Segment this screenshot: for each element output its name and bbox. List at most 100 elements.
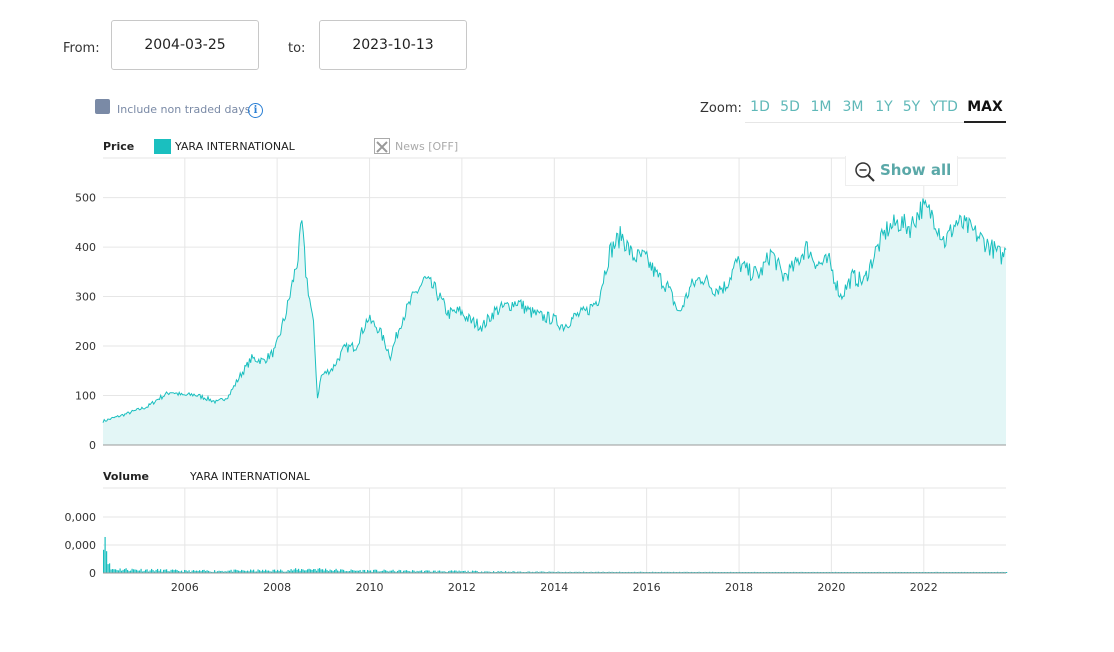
volume-bar xyxy=(142,571,144,573)
volume-bar xyxy=(964,571,966,573)
volume-bar xyxy=(349,571,351,573)
volume-bar xyxy=(148,571,150,573)
volume-bar xyxy=(308,568,310,573)
volume-bar xyxy=(419,570,421,573)
volume-bar xyxy=(406,570,408,573)
volume-bar xyxy=(754,571,756,573)
volume-bar xyxy=(655,571,657,573)
to-label: to: xyxy=(288,41,306,56)
volume-bar xyxy=(109,563,111,573)
volume-bar xyxy=(443,571,445,573)
volume-bar xyxy=(511,571,513,573)
zoom-1m-button[interactable]: 1M xyxy=(805,93,837,123)
volume-bar xyxy=(922,571,924,573)
volume-bar xyxy=(470,571,472,573)
x-tick-label: 2018 xyxy=(725,581,753,594)
volume-bar xyxy=(335,568,337,573)
volume-bar xyxy=(199,570,201,573)
volume-bar xyxy=(124,569,126,573)
volume-bar xyxy=(502,571,504,573)
zoom-max-button[interactable]: MAX xyxy=(964,93,1006,123)
include-non-traded-label[interactable]: Include non traded days xyxy=(117,103,251,116)
volume-bar xyxy=(661,571,663,573)
volume-bar xyxy=(130,570,132,573)
volume-bar xyxy=(107,564,109,573)
volume-bar xyxy=(548,571,550,573)
volume-bar xyxy=(113,569,115,573)
volume-bar xyxy=(151,568,153,573)
volume-bar xyxy=(359,570,361,573)
volume-bar xyxy=(196,570,198,573)
volume-bar xyxy=(752,571,754,573)
volume-bar xyxy=(421,570,423,573)
volume-bar xyxy=(245,571,247,573)
volume-bar xyxy=(668,571,670,573)
volume-bar xyxy=(407,570,409,573)
volume-bar xyxy=(634,571,636,573)
volume-bar xyxy=(452,571,454,573)
from-date-input[interactable]: 2004-03-25 xyxy=(111,20,259,70)
volume-bar xyxy=(394,571,396,573)
to-date-input[interactable]: 2023-10-13 xyxy=(319,20,467,70)
news-toggle-label[interactable]: News [OFF] xyxy=(395,140,459,153)
volume-bar xyxy=(293,569,295,573)
volume-bar xyxy=(709,571,711,573)
volume-bar xyxy=(367,569,369,573)
zoom-5d-button[interactable]: 5D xyxy=(775,93,805,123)
volume-bar xyxy=(178,570,180,573)
volume-bar xyxy=(395,571,397,573)
volume-bar xyxy=(428,570,430,573)
volume-bar xyxy=(487,571,489,573)
volume-bar xyxy=(493,571,495,573)
volume-bar xyxy=(281,570,283,573)
volume-bar xyxy=(322,569,324,573)
volume-bar xyxy=(163,569,165,573)
volume-bar xyxy=(296,569,298,573)
volume-bar xyxy=(268,570,270,573)
volume-bar xyxy=(154,571,156,573)
x-tick-label: 2006 xyxy=(171,581,199,594)
zoom-3m-button[interactable]: 3M xyxy=(837,93,869,123)
volume-bar xyxy=(343,569,345,573)
volume-bar xyxy=(505,571,507,573)
volume-bar xyxy=(512,571,514,573)
show-all-button[interactable]: Show all xyxy=(845,156,958,186)
volume-bar xyxy=(559,571,561,573)
volume-bar xyxy=(215,571,217,573)
price-y-tick-label: 0 xyxy=(89,439,96,452)
news-toggle-icon[interactable] xyxy=(374,138,390,154)
volume-bar xyxy=(161,571,163,573)
volume-bar xyxy=(544,571,546,573)
zoom-1y-button[interactable]: 1Y xyxy=(869,93,899,123)
info-icon[interactable]: i xyxy=(248,103,263,118)
series-legend-name[interactable]: YARA INTERNATIONAL xyxy=(175,140,295,153)
zoom-5y-button[interactable]: 5Y xyxy=(899,93,924,123)
volume-bar xyxy=(149,570,151,573)
volume-bar xyxy=(169,571,171,573)
volume-bar xyxy=(704,571,706,573)
x-tick-label: 2010 xyxy=(356,581,384,594)
x-tick-label: 2014 xyxy=(540,581,568,594)
volume-bar xyxy=(455,570,457,573)
volume-bar xyxy=(575,571,577,573)
volume-bar xyxy=(182,571,184,573)
volume-bar xyxy=(286,571,288,573)
volume-bar xyxy=(514,571,516,573)
volume-bar xyxy=(307,569,309,573)
volume-bar xyxy=(371,571,373,573)
volume-bar xyxy=(551,571,553,573)
include-non-traded-checkbox[interactable] xyxy=(95,99,110,114)
x-tick-label: 2008 xyxy=(263,581,291,594)
volume-bar xyxy=(347,571,349,573)
volume-bar xyxy=(283,571,285,573)
zoom-ytd-button[interactable]: YTD xyxy=(924,93,964,123)
zoom-1d-button[interactable]: 1D xyxy=(745,93,775,123)
volume-bar xyxy=(403,570,405,573)
volume-bar xyxy=(134,569,136,573)
volume-bar xyxy=(238,570,240,573)
volume-bar xyxy=(230,569,232,573)
volume-bar xyxy=(133,569,135,573)
volume-bar xyxy=(164,569,166,573)
series-swatch[interactable] xyxy=(154,139,171,154)
